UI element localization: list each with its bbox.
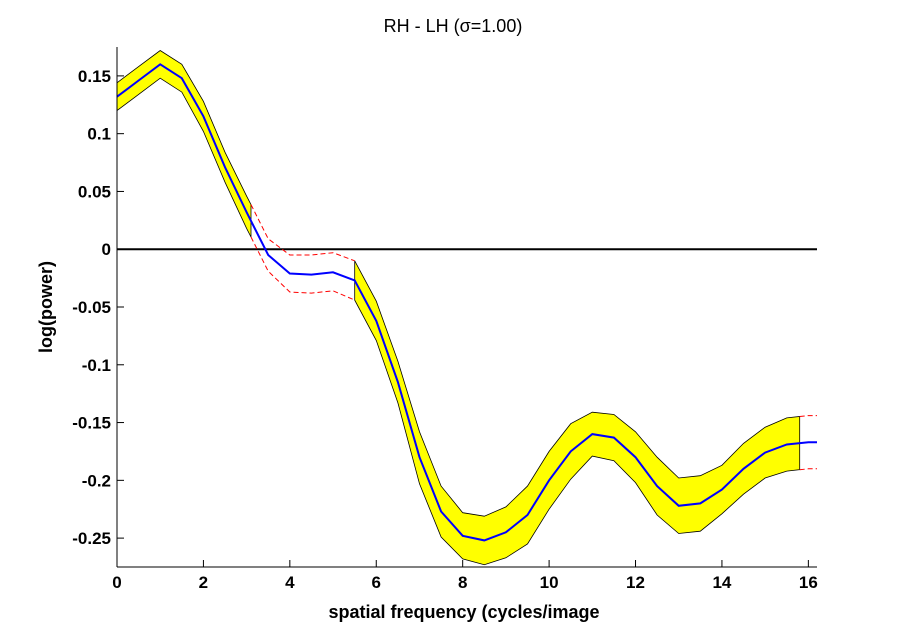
x-tick-label: 14 xyxy=(712,573,731,592)
y-tick-label: -0.15 xyxy=(72,414,111,433)
series-line-mean xyxy=(116,63,817,542)
y-axis-label: log(power) xyxy=(36,261,56,353)
x-tick-label: 0 xyxy=(112,573,121,592)
bound-dashed-lower xyxy=(250,236,355,301)
confidence-band-layer xyxy=(116,50,801,566)
x-tick-label: 8 xyxy=(458,573,467,592)
confidence-band-region xyxy=(116,50,252,238)
confidence-band-region xyxy=(354,260,801,566)
x-tick-label: 10 xyxy=(540,573,559,592)
y-tick-label: -0.1 xyxy=(82,356,111,375)
y-tick-label: 0 xyxy=(102,240,111,259)
y-tick-label: -0.2 xyxy=(82,471,111,490)
y-tick-label: -0.25 xyxy=(72,529,111,548)
x-tick-label: 4 xyxy=(285,573,295,592)
chart-title: RH - LH (σ=1.00) xyxy=(384,16,523,36)
y-tick-label: 0.05 xyxy=(78,182,111,201)
bound-dashed-upper xyxy=(250,204,355,262)
x-tick-label: 16 xyxy=(799,573,818,592)
x-axis-label: spatial frequency (cycles/image xyxy=(328,602,599,622)
y-tick-label: 0.15 xyxy=(78,67,111,86)
x-tick-label: 6 xyxy=(372,573,381,592)
bound-dashed-lower xyxy=(799,468,817,471)
bound-dashed-upper xyxy=(799,415,817,417)
y-tick-label: 0.1 xyxy=(87,125,111,144)
y-tick-label: -0.05 xyxy=(72,298,111,317)
x-tick-label: 12 xyxy=(626,573,645,592)
x-tick-label: 2 xyxy=(199,573,208,592)
series-line-layer xyxy=(116,63,817,542)
tick-layer: 0 2 4 6 8 10 12 14 16 0.15 0.1 0.05 0 -0.05 -0.1 -0.15 -… xyxy=(72,67,818,592)
